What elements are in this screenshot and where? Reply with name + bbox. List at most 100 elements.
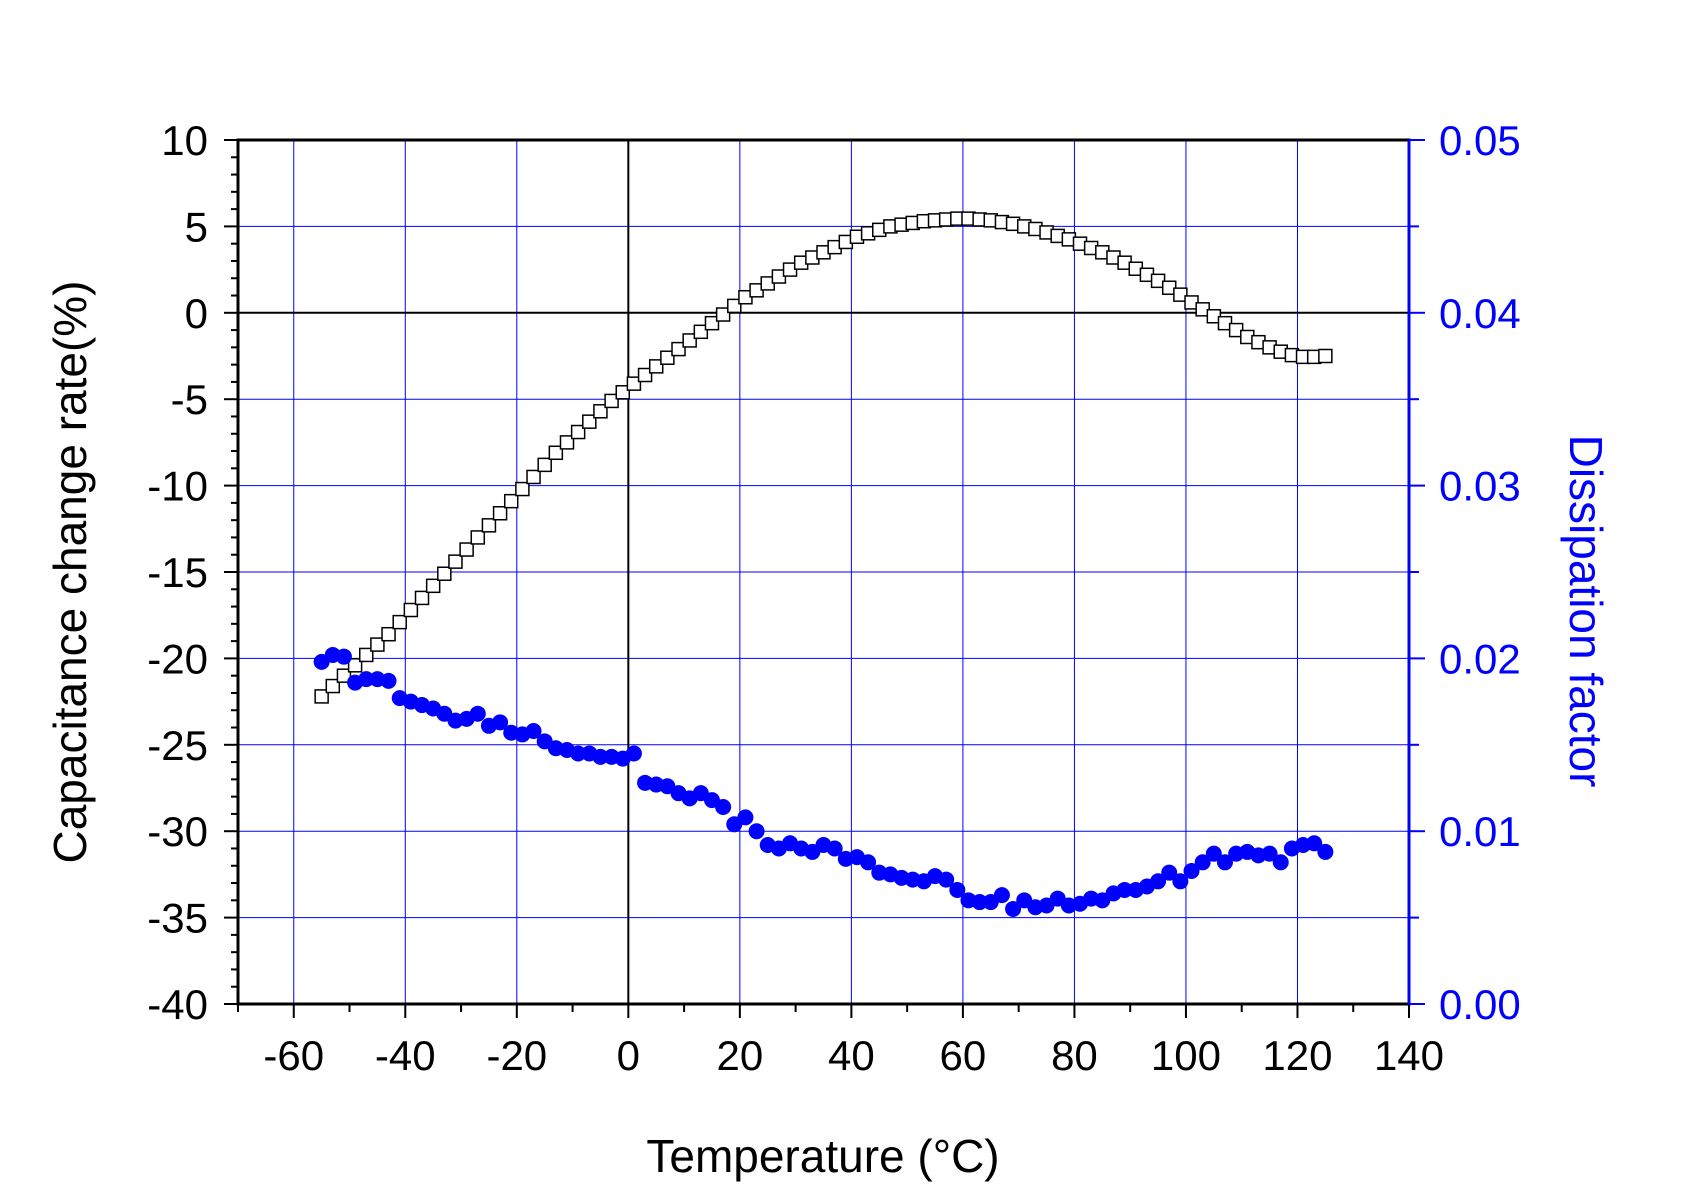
y-tick-label: -20 xyxy=(147,635,208,682)
x-tick-label: -20 xyxy=(486,1032,547,1079)
dissipation-point xyxy=(1272,854,1289,871)
capacitance-point xyxy=(559,435,575,450)
dissipation-point xyxy=(826,840,843,857)
y-tick-label: -25 xyxy=(147,722,208,769)
y-tick-label: 0 xyxy=(185,290,208,337)
y-tick-label: -5 xyxy=(171,376,208,423)
capacitance-point xyxy=(582,414,597,429)
capacitance-point xyxy=(437,566,452,581)
dissipation-point xyxy=(335,648,352,665)
dissipation-point xyxy=(380,672,397,689)
capacitance-point xyxy=(548,445,564,461)
x-axis-title: Temperature (°C) xyxy=(646,1130,999,1182)
capacitance-point xyxy=(637,367,653,383)
capacitance-point xyxy=(704,315,720,331)
capacitance-point xyxy=(693,324,709,340)
y-tick-label: 5 xyxy=(185,203,208,250)
x-tick-label: 40 xyxy=(828,1032,875,1079)
y-tick-label: -35 xyxy=(147,895,208,942)
dissipation-point xyxy=(938,871,955,888)
dissipation-point xyxy=(993,887,1010,904)
capacitance-point xyxy=(570,424,586,440)
dissipation-point xyxy=(1005,900,1022,917)
dissipation-point xyxy=(1261,845,1278,862)
capacitance-series xyxy=(314,211,1333,704)
x-tick-label: 120 xyxy=(1262,1032,1332,1079)
x-tick-label: 20 xyxy=(716,1032,763,1079)
dissipation-point xyxy=(1306,835,1323,852)
capacitance-point xyxy=(359,647,374,663)
dissipation-point xyxy=(625,745,642,762)
capacitance-point xyxy=(1173,287,1188,302)
capacitance-point xyxy=(715,307,731,322)
capacitance-point xyxy=(593,404,608,419)
x-tick-label: 80 xyxy=(1051,1032,1098,1079)
capacitance-point xyxy=(347,658,363,673)
y-tick-label: 10 xyxy=(161,117,208,164)
y2-tick-label: 0.05 xyxy=(1439,117,1521,164)
dissipation-point xyxy=(748,823,765,840)
dissipation-point xyxy=(1172,873,1189,890)
capacitance-point xyxy=(648,359,664,374)
x-tick-label: 100 xyxy=(1151,1032,1221,1079)
capacitance-point xyxy=(325,678,341,694)
dissipation-point xyxy=(860,854,877,871)
capacitance-point xyxy=(459,542,474,557)
dissipation-point xyxy=(1205,845,1222,862)
y2-tick-label: 0.00 xyxy=(1439,981,1521,1028)
x-tick-label: -40 xyxy=(375,1032,436,1079)
capacitance-point xyxy=(414,590,430,606)
tick-labels: -60 -40 -20 0 20 40 60 80 100 120 140-40-35-30-25-… xyxy=(147,117,1520,1079)
y2-tick-label: 0.02 xyxy=(1439,635,1521,682)
dissipation-point xyxy=(1150,873,1167,890)
y-tick-label: -30 xyxy=(147,808,208,855)
capacitance-point xyxy=(1318,348,1333,364)
dissipation-point xyxy=(1161,864,1178,881)
capacitance-point xyxy=(425,578,441,594)
capacitance-point xyxy=(515,481,530,497)
capacitance-point xyxy=(381,626,396,642)
dissipation-point xyxy=(737,809,754,826)
capacitance-point xyxy=(336,668,352,683)
dissipation-point xyxy=(1194,854,1211,871)
capacitance-point xyxy=(392,614,407,630)
capacitance-point xyxy=(604,393,619,409)
capacitance-point xyxy=(370,637,385,652)
capacitance-point xyxy=(526,469,541,485)
dissipation-point xyxy=(1183,862,1200,879)
capacitance-point xyxy=(660,350,675,365)
y2-tick-label: 0.01 xyxy=(1439,808,1521,855)
capacitance-point xyxy=(314,689,329,704)
capacitance-point xyxy=(626,376,642,391)
capacitance-point xyxy=(615,385,631,400)
dissipation-point xyxy=(1216,854,1233,871)
y-tick-label: -15 xyxy=(147,549,208,596)
dissipation-point xyxy=(492,714,509,731)
y2-tick-label: 0.04 xyxy=(1439,290,1521,337)
y-tick-label: -10 xyxy=(147,463,208,510)
capacitance-point xyxy=(448,554,463,569)
dissipation-series xyxy=(313,646,1334,917)
capacitance-point xyxy=(492,505,508,521)
dissipation-point xyxy=(1317,843,1334,860)
capacitance-point xyxy=(671,341,686,357)
dissipation-point xyxy=(469,705,486,722)
y2-tick-label: 0.03 xyxy=(1439,463,1521,510)
dissipation-point xyxy=(715,799,732,816)
grid-lines xyxy=(238,140,1409,1004)
dissipation-point xyxy=(949,881,966,898)
axis-ticks xyxy=(224,139,1425,1018)
x-tick-label: 140 xyxy=(1374,1032,1444,1079)
capacitance-point xyxy=(470,530,486,545)
dissipation-point xyxy=(525,722,542,739)
capacitance-point xyxy=(403,602,419,618)
y-axis-title: Capacitance change rate(%) xyxy=(44,281,96,864)
y-tick-label: -40 xyxy=(147,981,208,1028)
y2-axis-title: Dissipation factor xyxy=(1560,435,1612,788)
x-tick-label: 0 xyxy=(617,1032,640,1079)
capacitance-point xyxy=(727,298,742,314)
capacitance-point xyxy=(537,457,552,473)
capacitance-point xyxy=(481,518,497,533)
capacitance-point xyxy=(503,493,519,509)
